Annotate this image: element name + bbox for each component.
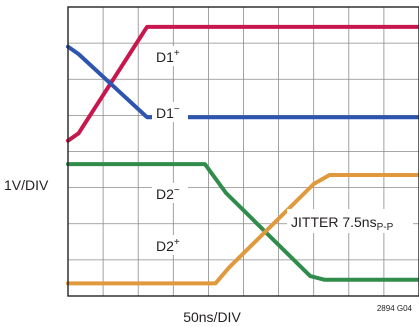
- trace-label-d1-minus: D1−: [156, 104, 180, 121]
- jitter-annotation: JITTER 7.5nsP-P: [291, 214, 394, 233]
- jitter-annotation-bg: [287, 209, 413, 233]
- trace-d1-plus: [66, 24, 419, 143]
- trace-label-d2-minus: D2−: [156, 185, 180, 202]
- trace-d2-plus: [66, 173, 419, 286]
- trace-label-bg-d1-plus: [152, 46, 188, 66]
- chart-traces: [66, 24, 419, 286]
- chart-frame: [67, 6, 419, 297]
- trace-d2-minus: [66, 162, 419, 282]
- trace-label-bg-d2-plus: [152, 235, 188, 255]
- trace-label-d2-plus: D2+: [156, 237, 180, 254]
- y-axis-label: 1V/DIV: [4, 177, 49, 193]
- jitter-annotation-main: JITTER 7.5ns: [291, 214, 377, 230]
- trace-label-bg-d1-minus: [152, 102, 188, 122]
- figure-id: 2894 G04: [377, 304, 413, 313]
- jitter-annotation-sub: P-P: [377, 222, 394, 233]
- chart-trace-labels: D1+ D1− D2− D2+: [152, 46, 188, 255]
- trace-d1-minus: [66, 44, 419, 120]
- trace-label-bg-d2-minus: [152, 183, 188, 203]
- x-axis-label: 50ns/DIV: [183, 309, 241, 325]
- trace-label-d1-plus: D1+: [156, 48, 180, 65]
